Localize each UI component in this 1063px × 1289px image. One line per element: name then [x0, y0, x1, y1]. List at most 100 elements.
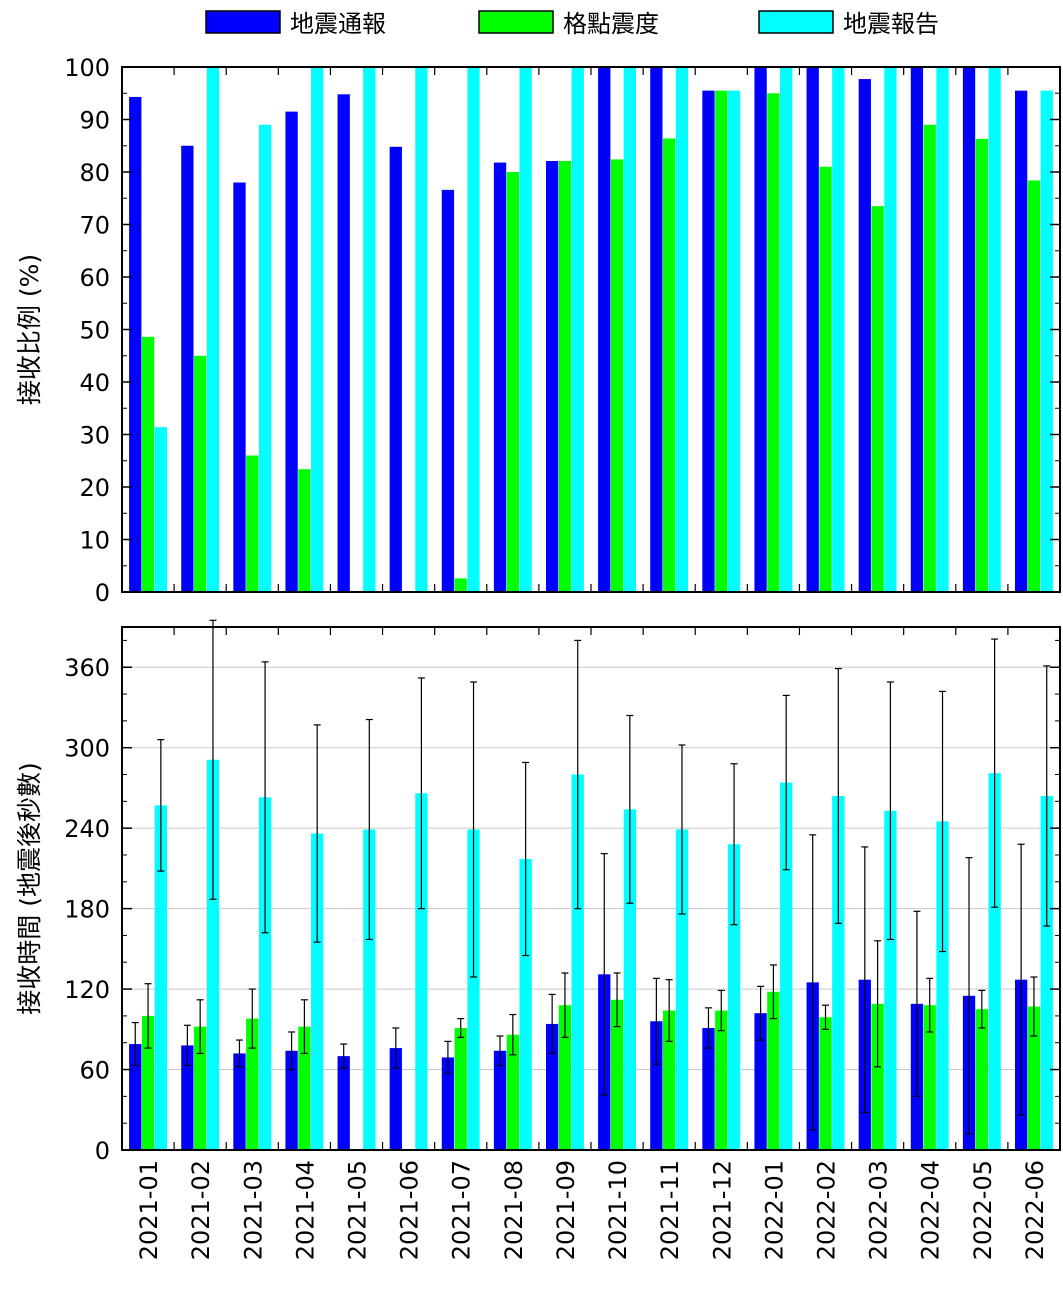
bottom-errorbar-3-13 — [782, 694, 790, 871]
top-bar-2-17 — [975, 138, 988, 593]
bottom-errorbar-1-1 — [131, 1022, 139, 1067]
top-ytick-label: 20 — [79, 474, 110, 502]
bottom-errorbar-3-5 — [365, 718, 373, 941]
bottom-errorbar-2-18 — [1030, 976, 1038, 1037]
top-bar-1-14 — [806, 67, 819, 592]
top-bar-3-14 — [832, 67, 845, 592]
top-ytick-label: 50 — [79, 317, 110, 345]
bottom-errorbar-3-3 — [261, 661, 269, 934]
top-ytick-label: 30 — [79, 422, 110, 450]
bottom-bar-3-8 — [519, 858, 532, 1150]
top-bar-2-7 — [454, 578, 467, 592]
bottom-bar-3-18 — [1040, 795, 1053, 1150]
bottom-bar-2-7 — [454, 1027, 467, 1150]
top-bar-2-15 — [871, 206, 884, 592]
top-bar-1-7 — [441, 189, 455, 592]
top-bar-1-13 — [754, 67, 767, 592]
top-bar-3-17 — [988, 67, 1001, 592]
legend-label-2: 格點震度 — [563, 10, 659, 38]
bottom-bar-1-1 — [129, 1044, 142, 1150]
bottom-errorbar-3-17 — [991, 638, 999, 908]
top-bar-2-10 — [610, 159, 624, 592]
x-tick-label-15: 2022-03 — [865, 1160, 893, 1260]
legend-swatch-1 — [205, 10, 281, 34]
x-tick-label-14: 2022-02 — [813, 1160, 841, 1260]
bottom-errorbar-2-17 — [978, 989, 986, 1029]
top-bar-3-13 — [780, 67, 793, 592]
bottom-bar-3-17 — [988, 773, 1001, 1150]
top-bar-1-1 — [129, 96, 142, 593]
top-bar-1-12 — [702, 90, 715, 592]
bottom-errorbar-3-2 — [209, 619, 217, 900]
bottom-errorbar-1-2 — [183, 1024, 191, 1067]
top-bar-3-9 — [571, 67, 584, 592]
bottom-bar-1-7 — [441, 1057, 455, 1150]
top-bar-2-2 — [194, 355, 207, 592]
legend-swatch-3 — [758, 10, 834, 34]
bottom-bar-1-4 — [285, 1050, 298, 1150]
top-bar-1-11 — [650, 67, 663, 592]
top-bar-1-9 — [545, 160, 559, 592]
legend-label-1: 地震通報 — [290, 10, 386, 38]
bottom-errorbar-2-7 — [457, 1017, 465, 1038]
top-ytick-label: 0 — [95, 579, 110, 607]
bottom-errorbar-2-11 — [665, 979, 673, 1042]
top-bar-2-14 — [819, 166, 832, 592]
bottom-bar-1-6 — [389, 1048, 402, 1150]
bottom-ytick-label: 120 — [64, 976, 110, 1004]
bottom-bar-3-1 — [154, 805, 168, 1150]
bottom-errorbar-1-7 — [444, 1040, 452, 1075]
bottom-errorbar-1-12 — [704, 1007, 712, 1049]
bottom-errorbar-1-3 — [235, 1039, 243, 1068]
top-bar-3-16 — [936, 67, 949, 592]
bottom-bar-2-10 — [610, 999, 624, 1150]
top-ytick-label: 100 — [64, 54, 110, 82]
bottom-errorbar-3-12 — [730, 763, 738, 926]
top-bar-2-18 — [1027, 180, 1041, 592]
x-tick-label-16: 2022-04 — [917, 1160, 945, 1260]
bottom-bar-3-3 — [258, 797, 272, 1150]
bottom-bar-2-9 — [558, 1005, 572, 1150]
legend-swatch-2 — [478, 10, 554, 34]
bottom-errorbar-1-11 — [652, 977, 660, 1065]
top-bar-3-5 — [363, 67, 376, 592]
bottom-errorbar-1-9 — [548, 993, 556, 1055]
bottom-errorbar-3-14 — [834, 667, 842, 924]
top-bar-1-3 — [233, 182, 246, 592]
bottom-errorbar-2-9 — [561, 972, 569, 1038]
bottom-errorbar-1-17 — [965, 857, 973, 1135]
bottom-bar-1-8 — [493, 1050, 507, 1150]
bottom-bar-2-3 — [246, 1018, 259, 1150]
top-ytick-label: 90 — [79, 107, 110, 135]
bottom-bar-2-11 — [663, 1010, 676, 1150]
top-bar-3-18 — [1040, 90, 1053, 592]
x-tick-label-6: 2021-06 — [396, 1160, 424, 1260]
x-tick-label-7: 2021-07 — [448, 1160, 476, 1260]
top-bar-2-8 — [506, 172, 519, 592]
bottom-bar-2-1 — [141, 1015, 155, 1150]
top-bar-1-5 — [337, 94, 350, 593]
bottom-bar-2-13 — [767, 991, 780, 1150]
top-bar-3-15 — [884, 67, 897, 592]
bottom-ytick-label: 300 — [64, 735, 110, 763]
bottom-bar-1-12 — [702, 1027, 715, 1150]
bottom-errorbar-1-8 — [496, 1035, 504, 1067]
top-bar-1-10 — [598, 67, 611, 592]
top-bar-2-12 — [715, 90, 728, 592]
bottom-errorbar-2-2 — [196, 999, 204, 1055]
x-tick-label-9: 2021-09 — [552, 1160, 580, 1260]
top-bar-3-8 — [519, 67, 532, 592]
bottom-errorbar-1-4 — [288, 1031, 296, 1071]
top-bar-2-3 — [246, 455, 259, 592]
bottom-errorbar-2-3 — [248, 988, 256, 1049]
top-bar-1-16 — [910, 67, 924, 592]
bottom-bar-1-13 — [754, 1013, 767, 1150]
bottom-bar-2-17 — [975, 1009, 988, 1150]
x-tick-label-8: 2021-08 — [500, 1160, 528, 1260]
top-y-axis-title: 接收比例 (%) — [15, 254, 44, 405]
x-tick-label-10: 2021-10 — [604, 1160, 632, 1260]
top-bar-3-3 — [258, 124, 272, 592]
bottom-errorbar-3-4 — [313, 724, 321, 943]
top-ytick-label: 60 — [79, 264, 110, 292]
top-bar-1-6 — [389, 146, 402, 593]
